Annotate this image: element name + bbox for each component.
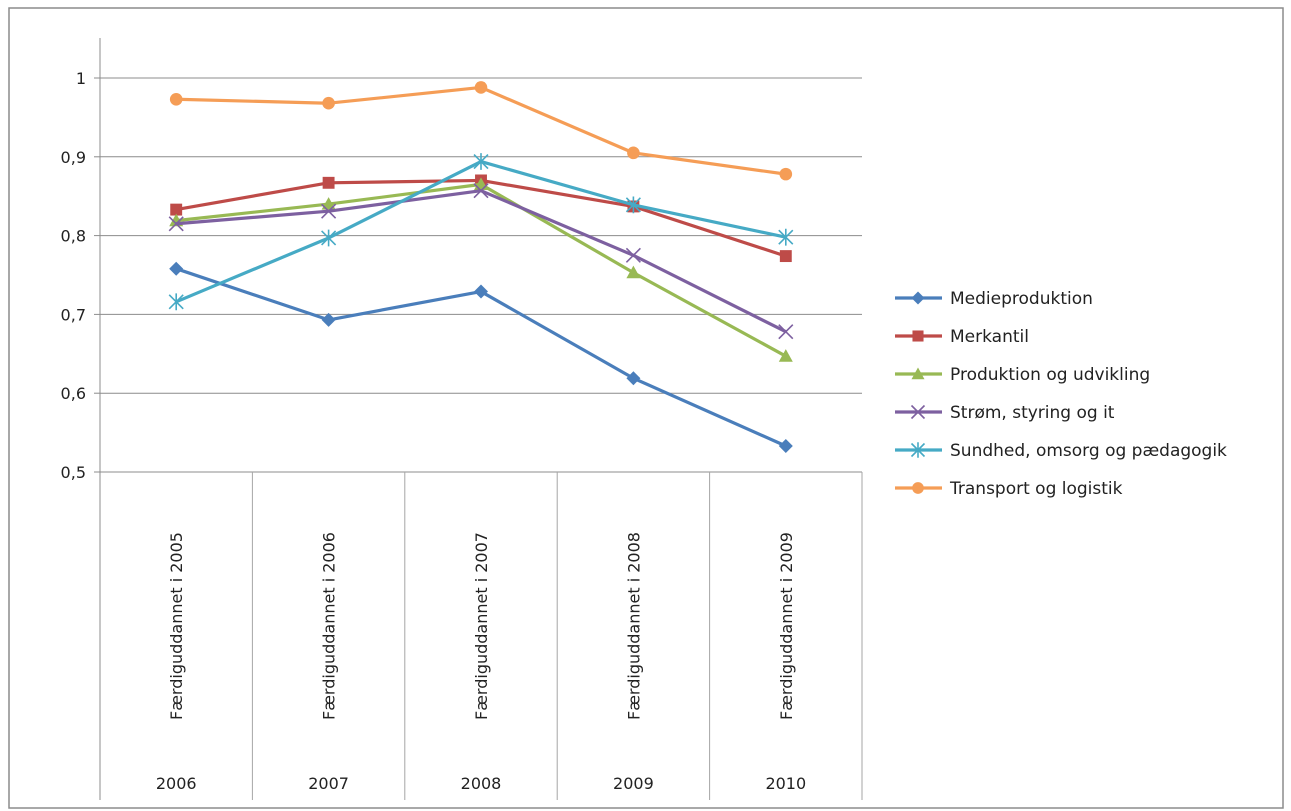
data-point-marker — [321, 197, 336, 210]
legend-item: Strøm, styring og it — [895, 403, 1115, 423]
data-point-marker — [626, 265, 641, 279]
y-axis-ticks: 1 0,9 0,8 0,7 0,6 0,5 — [61, 69, 100, 482]
legend-item: Merkantil — [895, 327, 1029, 347]
series-strøm-styring-og-it — [168, 183, 794, 340]
legend-item: Transport og logistik — [895, 479, 1123, 499]
data-point-marker — [779, 250, 792, 263]
y-tick-label: 0,6 — [61, 384, 86, 403]
y-tick-label: 0,7 — [61, 305, 86, 324]
x-subcategory-label: Færdiguddannet i 2005 — [167, 532, 186, 720]
x-subcategory-label: Færdiguddannet i 2008 — [624, 532, 643, 720]
series-transport-og-logistik — [169, 81, 793, 181]
data-point-marker — [473, 153, 489, 170]
data-point-marker — [779, 167, 793, 181]
data-point-marker — [910, 442, 926, 458]
x-year-label: 2006 — [156, 774, 197, 793]
data-point-marker — [778, 228, 794, 246]
data-point-marker — [911, 291, 925, 305]
data-point-marker — [321, 203, 337, 219]
legend-label: Transport og logistik — [949, 479, 1123, 499]
legend-label: Merkantil — [950, 327, 1029, 347]
series-group — [168, 81, 794, 453]
data-point-marker — [778, 438, 793, 453]
data-point-marker — [474, 284, 488, 299]
x-axis-categories: Færdiguddannet i 2005 2006 Færdiguddannet … — [156, 532, 806, 793]
data-point-marker — [169, 261, 184, 276]
y-tick-label: 0,8 — [61, 227, 86, 246]
x-subcategory-label: Færdiguddannet i 2009 — [777, 532, 796, 720]
y-tick-label: 1 — [76, 69, 86, 88]
x-year-label: 2008 — [461, 774, 502, 793]
axes — [99, 38, 863, 800]
y-tick-label: 0,9 — [61, 148, 86, 167]
legend-label: Medieproduktion — [950, 289, 1093, 309]
data-point-marker — [322, 176, 335, 189]
legend-item: Produktion og udvikling — [895, 365, 1150, 385]
data-point-marker — [170, 203, 183, 216]
data-point-marker — [625, 247, 641, 263]
y-tick-label: 0,5 — [61, 463, 86, 482]
data-point-marker — [169, 92, 183, 106]
data-point-marker — [168, 216, 184, 232]
data-point-marker — [322, 96, 335, 110]
legend-label: Sundhed, omsorg og pædagogik — [950, 441, 1227, 461]
data-point-marker — [626, 371, 641, 386]
data-point-marker — [168, 293, 184, 311]
series-sundhed-omsorg-og-pædagogik — [168, 153, 794, 311]
legend-label: Strøm, styring og it — [950, 403, 1115, 423]
data-point-marker — [778, 324, 794, 340]
data-point-marker — [778, 349, 793, 362]
data-point-marker — [627, 146, 640, 160]
data-point-marker — [910, 404, 926, 420]
data-point-marker — [625, 196, 641, 214]
chart-frame — [8, 7, 1284, 809]
legend-label: Produktion og udvikling — [950, 365, 1150, 385]
data-point-marker — [912, 330, 924, 342]
data-point-marker — [473, 183, 489, 199]
series-medieproduktion — [169, 261, 793, 453]
data-point-marker — [321, 312, 336, 327]
data-point-marker — [911, 367, 925, 380]
x-year-label: 2009 — [613, 774, 654, 793]
x-year-label: 2007 — [308, 774, 349, 793]
legend-item: Medieproduktion — [895, 289, 1093, 309]
x-subcategory-label: Færdiguddannet i 2007 — [472, 532, 491, 720]
x-subcategory-label: Færdiguddannet i 2006 — [320, 532, 339, 720]
data-point-marker — [321, 229, 337, 247]
x-year-label: 2010 — [765, 774, 806, 793]
legend-item: Sundhed, omsorg og pædagogik — [895, 441, 1227, 461]
data-point-marker — [912, 482, 924, 494]
legend: Medieproduktion Merkantil Produktion og ud… — [895, 289, 1227, 499]
data-point-marker — [474, 81, 488, 94]
